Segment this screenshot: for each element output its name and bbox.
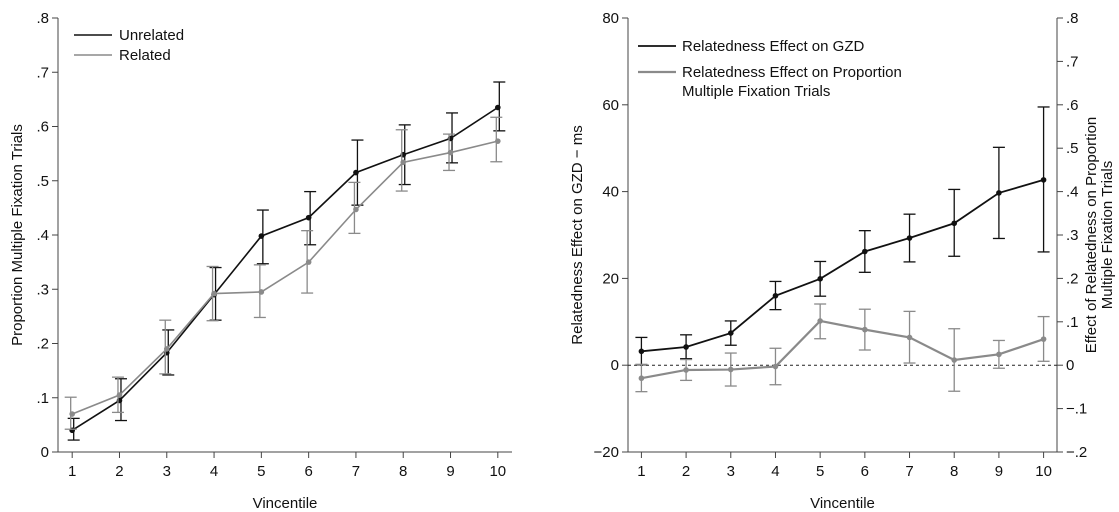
right-chart-right-y-axis-label-line2: Multiple Fixation Trials <box>1099 161 1116 309</box>
left-data-point <box>447 149 454 156</box>
left-chart-y-tick-label: .8 <box>36 10 49 27</box>
right-data-point <box>727 330 734 336</box>
left-legend-label: Unrelated <box>119 27 184 44</box>
left-chart-x-tick-label: 7 <box>352 463 360 480</box>
left-chart-x-tick-label: 9 <box>446 463 454 480</box>
left-chart-x-tick-label: 10 <box>489 463 506 480</box>
left-data-point <box>116 392 123 398</box>
right-chart-right-tick-label: .3 <box>1066 227 1079 244</box>
right-chart-right-tick-label: .4 <box>1066 184 1079 201</box>
left-data-point <box>353 206 359 213</box>
right-data-point <box>862 326 868 333</box>
left-chart-y-tick-label: .5 <box>36 173 49 190</box>
right-data-point <box>862 248 868 255</box>
left-chart-y-tick-label: .6 <box>36 119 49 136</box>
right-data-point <box>906 334 913 341</box>
left-chart-x-axis-label: Vincentile <box>253 495 318 512</box>
right-chart-right-tick-label: .5 <box>1066 140 1079 157</box>
right-chart-left-tick-label: 0 <box>611 357 619 374</box>
right-chart-right-tick-label: .6 <box>1066 97 1079 114</box>
right-data-point <box>683 344 689 350</box>
right-data-point <box>1040 336 1047 342</box>
right-data-point <box>638 375 645 382</box>
right-data-point <box>638 348 645 355</box>
left-chart-y-tick-label: .2 <box>36 336 49 353</box>
right-chart-x-tick-label: 3 <box>727 463 735 480</box>
left-data-point <box>353 169 359 176</box>
right-data-point <box>996 190 1002 196</box>
right-series-line-1 <box>641 319 1044 380</box>
right-chart-x-tick-label: 8 <box>950 463 958 480</box>
left-chart-y-tick-label: .7 <box>36 64 49 81</box>
right-chart-x-tick-label: 2 <box>682 463 690 480</box>
left-legend-label: Related <box>119 47 171 64</box>
right-data-point <box>817 318 823 324</box>
right-data-point <box>817 276 823 282</box>
left-data-point <box>305 214 312 221</box>
right-data-point <box>1040 177 1047 183</box>
right-chart-right-tick-label: −.2 <box>1066 444 1087 461</box>
left-chart-x-tick-label: 8 <box>399 463 407 480</box>
left-data-point <box>400 159 407 166</box>
right-chart-left-tick-label: −20 <box>594 444 619 461</box>
right-chart-right-tick-label: .2 <box>1066 270 1079 287</box>
right-chart-x-tick-label: 1 <box>637 463 645 480</box>
left-data-point <box>69 411 75 417</box>
right-data-point <box>951 357 958 363</box>
right-data-point <box>996 351 1002 358</box>
left-data-point <box>495 104 501 111</box>
left-chart-x-tick-label: 5 <box>257 463 265 480</box>
left-chart-x-tick-label: 6 <box>304 463 312 480</box>
left-series-line-1 <box>71 140 498 415</box>
left-data-point <box>211 290 217 297</box>
left-data-point <box>163 346 170 352</box>
right-chart-right-tick-label: 0 <box>1066 357 1074 374</box>
right-data-point <box>683 367 689 373</box>
left-data-point <box>258 289 265 295</box>
right-chart-left-tick-label: 60 <box>602 97 619 114</box>
right-chart-x-tick-label: 9 <box>995 463 1003 480</box>
right-chart-x-tick-label: 4 <box>771 463 779 480</box>
right-chart-x-tick-label: 10 <box>1035 463 1052 480</box>
left-chart-x-tick-label: 3 <box>163 463 171 480</box>
right-data-point <box>727 366 734 373</box>
left-chart-y-tick-label: 0 <box>41 444 49 461</box>
right-chart-right-tick-label: .7 <box>1066 53 1079 70</box>
left-data-point <box>258 233 265 239</box>
right-data-point <box>951 220 958 227</box>
right-chart-left-tick-label: 20 <box>602 270 619 287</box>
left-series-line-0 <box>71 106 499 431</box>
left-chart-y-tick-label: .3 <box>36 281 49 298</box>
right-series-line-0 <box>641 179 1044 353</box>
right-chart-right-tick-label: .1 <box>1066 314 1079 331</box>
right-chart-x-axis-label: Vincentile <box>810 495 875 512</box>
left-chart-x-tick-label: 2 <box>115 463 123 480</box>
right-data-point <box>772 292 779 299</box>
left-chart-y-tick-label: .1 <box>36 390 49 407</box>
left-chart-x-tick-label: 4 <box>210 463 218 480</box>
left-chart-x-tick-label: 1 <box>68 463 76 480</box>
right-data-point <box>772 363 779 370</box>
right-chart-left-tick-label: 40 <box>602 184 619 201</box>
right-chart-right-tick-label: .8 <box>1066 10 1079 27</box>
right-legend-label: Relatedness Effect on Proportion <box>682 64 902 81</box>
right-chart-right-y-axis-label: Effect of Relatedness on Proportion <box>1083 117 1100 354</box>
right-chart-left-tick-label: 80 <box>602 10 619 27</box>
right-chart-x-tick-label: 5 <box>816 463 824 480</box>
left-chart-y-axis-label: Proportion Multiple Fixation Trials <box>9 124 26 346</box>
left-data-point <box>495 138 501 144</box>
right-chart-left-y-axis-label: Relatedness Effect on GZD − ms <box>569 125 586 344</box>
right-chart-right-tick-label: −.1 <box>1066 401 1087 418</box>
right-chart-x-tick-label: 7 <box>905 463 913 480</box>
left-data-point <box>305 259 312 265</box>
right-legend-label: Relatedness Effect on GZD <box>682 38 864 55</box>
right-chart-x-tick-label: 6 <box>861 463 869 480</box>
left-chart-y-tick-label: .4 <box>36 227 49 244</box>
right-data-point <box>906 235 913 241</box>
right-legend-label-line2: Multiple Fixation Trials <box>682 83 830 100</box>
